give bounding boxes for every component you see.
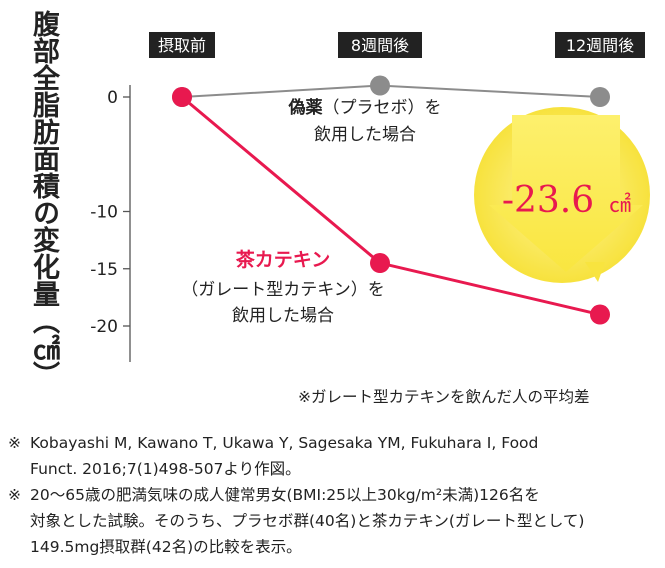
reference-2-line-3: 149.5mg摂取群(42名)の比較を表示。 bbox=[30, 538, 302, 556]
reference-mark: ※ bbox=[8, 434, 21, 452]
reference-2: ※ 20～65歳の肥満気味の成人健常男女(BMI:25以上30kg/m²未満)1… bbox=[8, 482, 662, 560]
placebo-point bbox=[590, 87, 610, 107]
reference-1-line-2: Funct. 2016;7(1)498-507より作図。 bbox=[30, 460, 301, 478]
catechin-label-line2: 飲用した場合 bbox=[232, 306, 334, 326]
category-header-box bbox=[149, 32, 215, 58]
y-tick-label: -15 bbox=[90, 260, 118, 280]
category-header-box bbox=[555, 32, 645, 58]
reference-1: ※ Kobayashi M, Kawano T, Ukawa Y, Sagesa… bbox=[8, 430, 662, 482]
placebo-label-line1: 偽薬（プラセボ）を bbox=[288, 97, 442, 118]
y-tick-label: -20 bbox=[90, 317, 118, 337]
catechin-point bbox=[590, 304, 610, 325]
reference-1-line-1: Kobayashi M, Kawano T, Ukawa Y, Sagesaka… bbox=[30, 434, 539, 452]
placebo-point bbox=[370, 75, 390, 96]
y-axis-label: 腹部全脂肪面積の変化量（㎠） bbox=[28, 10, 59, 388]
category-header-box bbox=[338, 32, 422, 58]
x-category-headers: 摂取前 8週間後 12週間後 bbox=[149, 32, 645, 58]
difference-unit: ㎠ bbox=[609, 192, 631, 218]
category-header-label: 摂取前 bbox=[158, 36, 206, 55]
catechin-label-main: 茶カテキン bbox=[236, 248, 330, 271]
series-layer bbox=[172, 75, 610, 325]
placebo-line bbox=[181, 84, 601, 98]
category-header-label: 12週間後 bbox=[566, 36, 634, 55]
chart: 0 -10 -15 -20 摂取前 8週間後 12週間後 -23.6 ㎠ 偽薬（プラセボ）… bbox=[90, 32, 650, 362]
reference-2-line-1: 20～65歳の肥満気味の成人健常男女(BMI:25以上30kg/m²未満)126… bbox=[30, 486, 540, 504]
y-ticks: 0 -10 -15 -20 bbox=[90, 88, 130, 337]
y-tick-label: -10 bbox=[90, 203, 118, 223]
placebo-label-main: 偽薬 bbox=[288, 97, 323, 118]
catechin-point bbox=[370, 253, 390, 274]
difference-value: -23.6 bbox=[502, 180, 594, 221]
catechin-point bbox=[172, 87, 192, 107]
category-header-label: 8週間後 bbox=[351, 36, 409, 55]
reference-2-line-2: 対象とした試験。そのうち、プラセボ群(40名)と茶カテキン(ガレート型として) bbox=[30, 512, 585, 530]
y-tick-label: 0 bbox=[107, 88, 118, 108]
placebo-label-line2: 飲用した場合 bbox=[314, 125, 416, 145]
placebo-label-rest: （プラセボ）を bbox=[323, 98, 442, 118]
average-difference-note: ※ガレート型カテキンを飲んだ人の平均差 bbox=[298, 388, 590, 406]
catechin-label-line1: （ガレート型カテキン）を bbox=[181, 280, 385, 300]
difference-callout: -23.6 ㎠ bbox=[474, 107, 650, 283]
reference-mark: ※ bbox=[8, 486, 21, 504]
references: ※ Kobayashi M, Kawano T, Ukawa Y, Sagesa… bbox=[8, 430, 662, 560]
